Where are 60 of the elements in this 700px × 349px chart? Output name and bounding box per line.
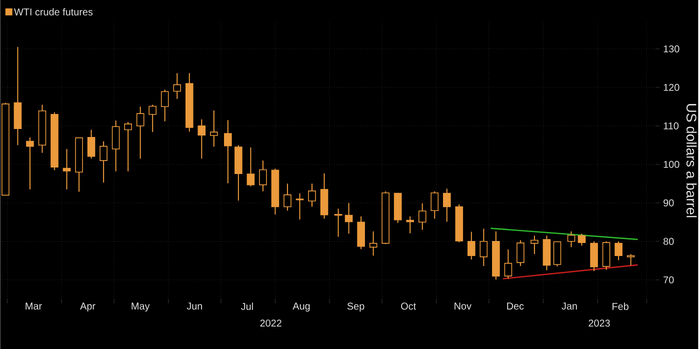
candlestick (284, 183, 292, 212)
candlestick (100, 140, 108, 183)
candlestick (198, 118, 206, 160)
candlestick (334, 208, 342, 238)
y-tick-label: 80 (664, 238, 674, 245)
candlestick (406, 216, 414, 234)
x-tick-label: Apr (80, 302, 96, 312)
x-tick-label: Mar (26, 302, 42, 310)
y-tick-label: 70 (664, 276, 674, 284)
candlestick (136, 106, 144, 160)
candlestick (148, 104, 156, 133)
text: 2023 (588, 320, 610, 327)
candlestick (418, 202, 426, 230)
y-tick-label: 90 (664, 199, 674, 206)
candlestick (308, 183, 316, 208)
candlestick (468, 231, 476, 260)
candlestick (224, 120, 232, 184)
candlestick (246, 146, 255, 187)
candlestick (530, 235, 538, 255)
candlestick (87, 129, 96, 160)
candlestick (553, 240, 562, 267)
y-tick-label: 100 (664, 160, 680, 168)
x-tick-label: Jul (240, 302, 253, 310)
x-tick-label: May (132, 302, 150, 312)
candlestick (602, 240, 610, 270)
y-tick-label: 120 (664, 84, 680, 91)
x-tick-label: Oct (401, 302, 416, 310)
x-tick-label: Dec (507, 302, 524, 310)
candlestick (112, 120, 120, 172)
y-axis-title: US dollars a barrel (686, 104, 697, 218)
y-tick-label: 110 (664, 122, 679, 130)
legend-label: WTI crude futures (14, 8, 93, 16)
candlestick (259, 160, 267, 192)
candlestick (296, 192, 304, 220)
candlestick (516, 240, 524, 267)
candlestick (442, 188, 451, 222)
candlestick (614, 240, 622, 261)
candlestick (160, 89, 169, 122)
candlestick (344, 202, 353, 234)
x-tick-label: Jun (186, 302, 202, 310)
candlestick (590, 240, 598, 272)
candlestick (124, 122, 132, 172)
candlestick (567, 230, 576, 248)
x-tick-label: Jan (562, 302, 577, 310)
text: 2022 (260, 320, 282, 327)
candlestick (504, 248, 512, 280)
x-tick-label: Feb (612, 302, 628, 310)
candlestick (26, 136, 34, 190)
x-tick-label: Sep (347, 302, 364, 312)
candlestick (173, 72, 182, 100)
x-tick-label: Nov (454, 302, 472, 310)
x-tick-label: Aug (292, 302, 310, 312)
candlestick (480, 228, 488, 267)
candlestick (430, 190, 439, 220)
candlestick (210, 110, 218, 148)
y-tick-label: 130 (664, 45, 680, 52)
candlestick (369, 230, 378, 256)
candlestick (62, 148, 71, 190)
candlestick (578, 233, 586, 246)
candlestick (626, 254, 635, 266)
